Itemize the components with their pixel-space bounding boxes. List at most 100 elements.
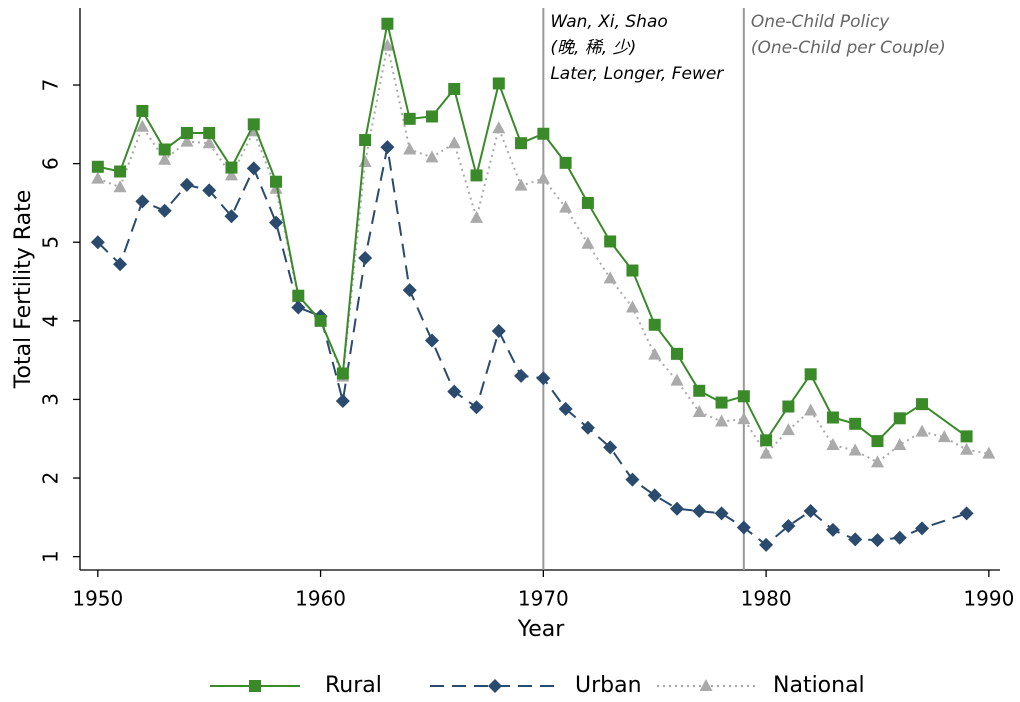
marker — [893, 438, 907, 451]
marker — [781, 518, 796, 533]
marker — [90, 235, 105, 250]
y-tick-label: 4 — [39, 314, 63, 327]
y-tick-label: 3 — [39, 393, 63, 406]
legend-label: Rural — [325, 673, 382, 698]
marker — [537, 127, 550, 140]
series-line — [97, 146, 967, 547]
marker — [381, 17, 394, 30]
marker — [157, 203, 172, 218]
marker — [91, 171, 105, 184]
marker — [492, 77, 505, 90]
marker — [179, 177, 194, 192]
marker — [559, 156, 572, 169]
marker — [424, 333, 439, 348]
legend-label: National — [773, 673, 865, 698]
marker — [581, 236, 595, 249]
y-tick-label: 2 — [39, 472, 63, 485]
marker — [848, 532, 863, 547]
marker — [270, 175, 283, 188]
marker — [492, 121, 506, 134]
marker — [224, 209, 239, 224]
marker — [648, 318, 661, 331]
marker — [402, 283, 417, 298]
marker — [648, 347, 662, 360]
marker — [782, 400, 795, 413]
marker — [269, 215, 284, 230]
marker — [849, 417, 862, 430]
marker — [603, 440, 618, 455]
y-tick-label: 7 — [39, 79, 63, 92]
marker — [292, 289, 305, 302]
policy-annotation: One-Child Policy — [751, 12, 890, 32]
marker — [447, 384, 462, 399]
marker — [203, 126, 216, 139]
marker — [604, 235, 617, 248]
marker — [625, 300, 639, 313]
marker — [870, 533, 885, 548]
marker — [737, 412, 751, 425]
marker — [135, 119, 149, 132]
marker — [737, 390, 750, 403]
marker — [760, 434, 773, 447]
marker — [960, 442, 974, 455]
marker — [491, 324, 506, 339]
marker — [336, 367, 349, 380]
marker — [425, 150, 439, 163]
policy-annotation: (晚, 稀, 少) — [550, 38, 636, 58]
series-line — [97, 23, 968, 443]
marker — [892, 530, 907, 545]
marker — [113, 257, 128, 272]
marker — [359, 134, 372, 147]
marker — [558, 401, 573, 416]
marker — [759, 537, 774, 552]
marker — [448, 82, 461, 95]
marker — [358, 250, 373, 265]
marker — [916, 398, 929, 411]
marker — [893, 412, 906, 425]
marker — [91, 160, 104, 173]
legend-marker — [488, 679, 502, 693]
x-tick-label: 1960 — [295, 587, 346, 611]
marker — [135, 194, 150, 209]
marker — [403, 142, 417, 155]
marker — [626, 264, 639, 277]
marker — [781, 423, 795, 436]
marker — [759, 446, 773, 459]
marker — [247, 118, 260, 131]
marker — [982, 446, 996, 459]
marker — [647, 488, 662, 503]
marker — [803, 504, 818, 519]
marker — [514, 368, 529, 383]
marker — [959, 506, 974, 521]
marker — [937, 430, 951, 443]
marker — [246, 161, 261, 176]
marker — [826, 438, 840, 451]
marker — [314, 314, 327, 327]
marker — [180, 126, 193, 139]
marker — [581, 196, 594, 209]
marker — [536, 371, 551, 386]
marker — [358, 155, 372, 168]
marker — [225, 161, 238, 174]
y-tick-label: 6 — [39, 157, 63, 170]
y-tick-label: 1 — [39, 550, 63, 563]
marker — [180, 134, 194, 147]
series-1 — [90, 140, 974, 552]
policy-annotation: Later, Longer, Fewer — [550, 64, 724, 84]
marker — [804, 368, 817, 381]
legend-marker — [699, 679, 713, 691]
marker — [870, 455, 884, 468]
marker — [826, 411, 839, 424]
legend-marker — [249, 680, 261, 692]
marker — [291, 300, 306, 315]
x-axis-label: Year — [517, 617, 566, 642]
marker — [114, 165, 127, 178]
marker — [670, 373, 684, 386]
marker — [559, 200, 573, 213]
marker — [158, 152, 172, 165]
marker — [425, 110, 438, 123]
marker — [469, 400, 484, 415]
x-tick-label: 1990 — [963, 587, 1014, 611]
marker — [915, 424, 929, 437]
marker — [715, 396, 728, 409]
